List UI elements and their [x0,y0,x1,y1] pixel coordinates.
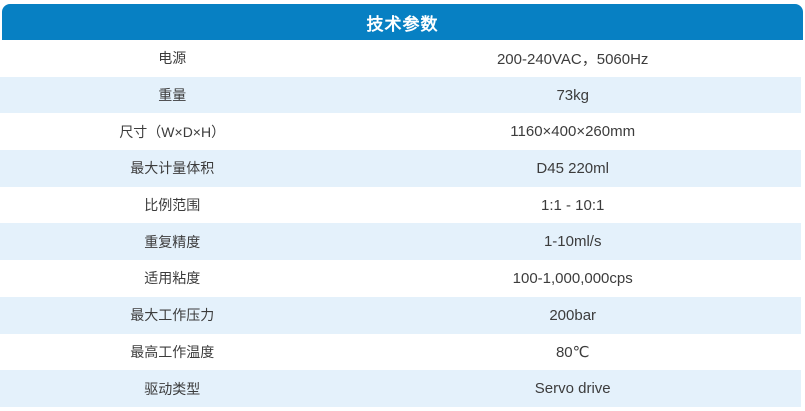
table-title: 技术参数 [366,14,439,34]
spec-value: D45 220ml [536,159,609,177]
table-row: 尺寸（W×D×H） 1160×400×260mm [0,113,801,151]
spec-label: 重复精度 [144,233,201,250]
table-row: 最高工作温度 80℃ [0,333,801,371]
table-row: 电源 200-240VAC，5060Hz [0,40,801,77]
spec-value: Servo drive [534,380,611,398]
table-row: 适用粘度 100-1,000,000cps [0,260,801,297]
spec-value: 100-1,000,000cps [512,269,633,287]
table-row: 重量 73kg [0,76,801,114]
spec-value: 200bar [549,306,597,324]
spec-value: 80℃ [555,343,590,361]
table-row: 最大计量体积 D45 220ml [0,150,801,187]
spec-label: 最大计量体积 [130,160,215,177]
spec-value: 1160×400×260mm [510,123,636,141]
technical-specs-table: 技术参数 电源 200-240VAC，5060Hz 重量 73kg 尺寸（W×D… [0,4,805,411]
spec-label: 驱动类型 [144,380,201,397]
table-header: 技术参数 [2,4,803,40]
spec-label: 重量 [158,87,187,104]
table-body: 电源 200-240VAC，5060Hz 重量 73kg 尺寸（W×D×H） 1… [0,40,805,407]
table-row: 比例范围 1:1 - 10:1 [0,186,801,224]
spec-label: 最大工作压力 [130,307,215,324]
spec-label: 比例范围 [144,197,201,214]
spec-label: 电源 [158,50,187,67]
spec-value: 1:1 - 10:1 [541,196,605,214]
spec-label: 适用粘度 [144,270,201,287]
spec-value: 1-10ml/s [543,233,602,251]
table-row: 最大工作压力 200bar [0,296,801,334]
table-row: 驱动类型 Servo drive [0,370,801,407]
spec-label: 尺寸（W×D×H） [119,123,226,140]
spec-value: 200-240VAC，5060Hz [496,50,649,68]
spec-label: 最高工作温度 [130,343,215,360]
table-row: 重复精度 1-10ml/s [0,223,801,261]
spec-value: 73kg [556,86,589,104]
